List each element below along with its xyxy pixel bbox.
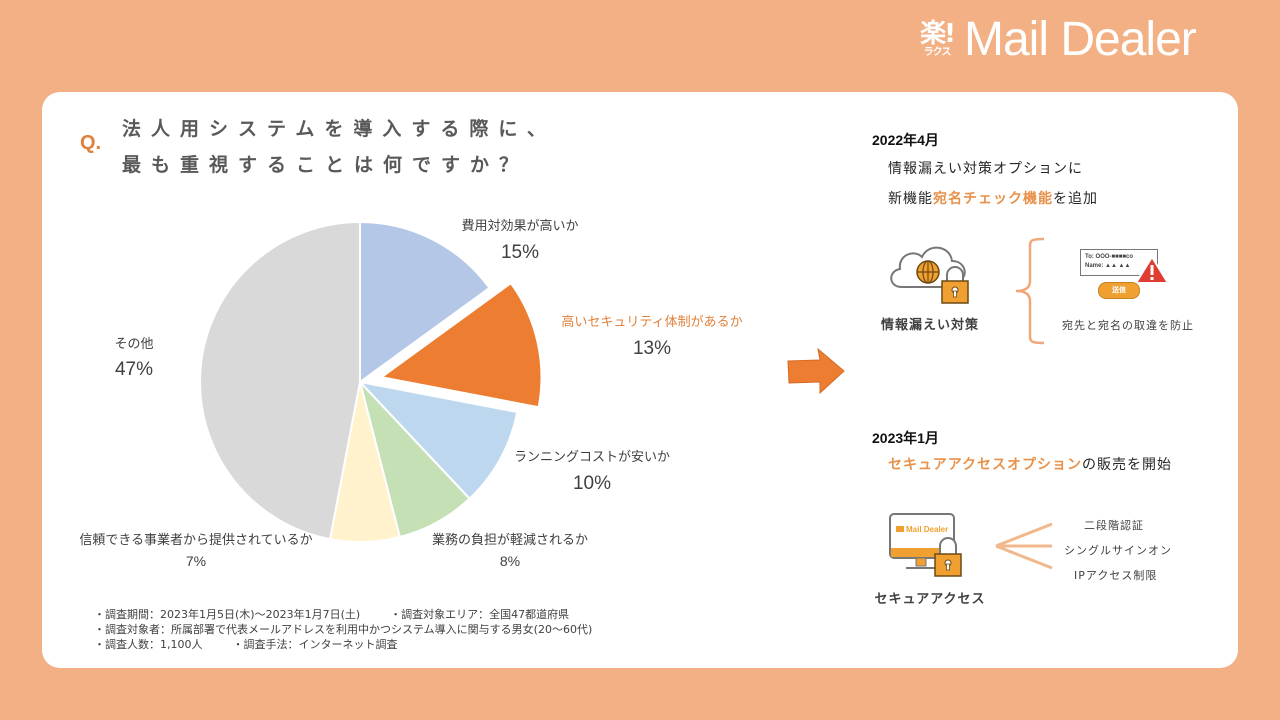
pct-cost-effectiveness: 15% <box>500 242 540 263</box>
timeline-date-2023-01: 2023年1月 <box>872 430 939 446</box>
desc-prefix: 新機能 <box>888 191 933 207</box>
pct-workload: 8% <box>499 553 521 569</box>
pie-chart <box>199 220 543 543</box>
pie-slice <box>379 281 543 409</box>
pie-slice <box>357 380 519 501</box>
icon-caption-leak-prevention: 情報漏えい対策 <box>880 318 979 333</box>
cloud-lock-icon <box>890 246 969 304</box>
survey-notes: ・調査期間：2023年1月5日(木)〜2023年1月7日(土) ・調査対象エリア：… <box>94 607 592 652</box>
label-trusted-provider: 信頼できる事業者から提供されているか <box>79 533 313 548</box>
survey-area: ・調査対象エリア：全国47都道府県 <box>390 608 570 621</box>
feature-single-sign-on: シングルサインオン <box>1064 544 1172 557</box>
mail-to: To: OOO-■■■■co <box>1085 254 1134 260</box>
pct-trusted-provider: 7% <box>185 553 207 569</box>
label-running-cost: ランニングコストが安いか <box>513 450 670 465</box>
label-security: 高いセキュリティ体制があるか <box>561 315 743 330</box>
question-prefix: Q. <box>80 132 102 154</box>
pie-slice <box>359 220 491 384</box>
brace-divider <box>1015 237 1045 345</box>
desc-suffix: を追加 <box>1053 191 1098 207</box>
warning-icon <box>1134 255 1170 284</box>
send-button-illustration: 送信 <box>1098 282 1140 299</box>
label-workload: 業務の負担が軽減されるか <box>431 533 588 548</box>
pie-slices <box>199 220 543 543</box>
pct-running-cost: 10% <box>572 473 612 494</box>
mail-dealer-logo: 楽! ラクス Mail Dealer <box>918 12 1197 66</box>
product-name: Mail Dealer <box>964 12 1197 66</box>
survey-count: ・調査人数：1,100人 <box>94 638 203 651</box>
icon-caption-secure-access: セキュアアクセス <box>874 592 986 607</box>
monitor-lock-icon: Mail Dealer <box>889 513 962 577</box>
converging-lines <box>995 522 1053 570</box>
question-line-2: 最も重視することは何ですか？ <box>122 154 529 176</box>
desc-highlight: 宛名チェック機能 <box>933 191 1053 207</box>
pct-other: 47% <box>114 359 154 380</box>
timeline-desc-2: セキュアアクセスオプションの販売を開始 <box>888 454 1172 474</box>
rakus-mark-kana: ラクス <box>923 46 952 58</box>
desc-suffix: の販売を開始 <box>1082 457 1173 473</box>
feature-ip-restriction: IPアクセス制限 <box>1074 569 1158 582</box>
label-other: その他 <box>114 337 154 352</box>
feature-two-factor-auth: 二段階認証 <box>1084 519 1144 532</box>
rakus-mark-kanji: 楽! <box>920 18 956 49</box>
survey-method: ・調査手法：インターネット調査 <box>232 638 398 651</box>
question-line-1: 法人用システムを導入する際に、 <box>122 118 556 140</box>
monitor-logo-text: Mail Dealer <box>906 525 948 534</box>
survey-period: ・調査期間：2023年1月5日(木)〜2023年1月7日(土) <box>94 608 361 621</box>
infographic-card: Q. 法人用システムを導入する際に、 最も重視することは何ですか？ 費用対効果が… <box>42 92 1238 668</box>
timeline-desc-1-line1: 情報漏えい対策オプションに <box>888 161 1083 177</box>
timeline-date-2022-04: 2022年4月 <box>872 132 939 148</box>
right-arrow-icon <box>787 347 845 395</box>
survey-target: ・調査対象者：所属部署で代表メールアドレスを利用中かつシステム導入に関与する男女… <box>94 623 593 636</box>
pie-slice <box>199 220 361 541</box>
feature-caption-address-check: 宛先と宛名の取違を防止 <box>1062 319 1194 332</box>
rakus-logo-mark: 楽! ラクス <box>918 16 956 62</box>
timeline-desc-1-line2: 新機能宛名チェック機能を追加 <box>888 188 1098 208</box>
label-cost-effectiveness: 費用対効果が高いか <box>461 219 579 234</box>
pct-security: 13% <box>632 338 672 359</box>
mail-name: Name: ▲▲ ▲▲ <box>1085 263 1131 269</box>
desc-highlight: セキュアアクセスオプション <box>888 457 1083 473</box>
